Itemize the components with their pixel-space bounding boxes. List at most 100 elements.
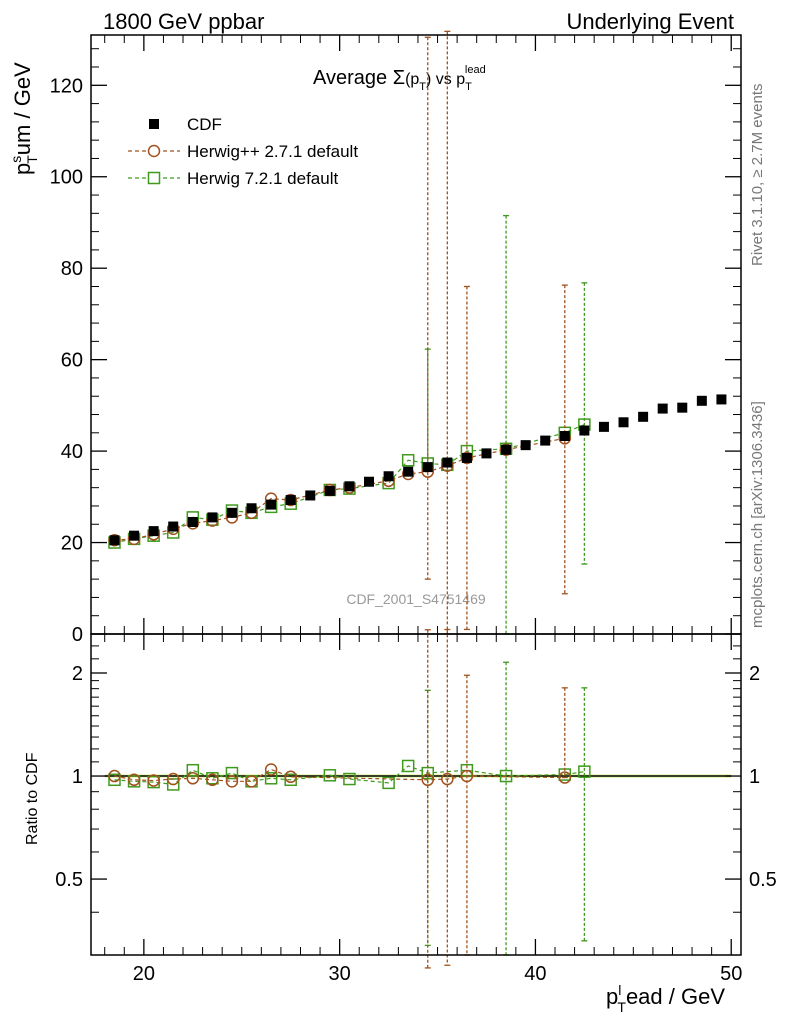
data-point-cdf xyxy=(677,402,688,413)
data-point-herwigpp xyxy=(147,774,160,787)
data-point-herwigpp xyxy=(460,451,474,465)
data-point-herwig7 xyxy=(382,776,395,790)
x-tick-label: 30 xyxy=(329,963,351,985)
y-tick-label: 120 xyxy=(50,75,83,97)
data-point-cdf xyxy=(579,425,590,436)
data-point-herwigpp xyxy=(264,763,278,776)
ratio-data-series xyxy=(108,628,591,969)
data-point-cdf xyxy=(657,403,668,414)
data-point-cdf xyxy=(148,526,159,537)
ratio-y-tick-label: 1 xyxy=(72,766,83,788)
data-point-cdf xyxy=(422,462,433,473)
data-point-cdf xyxy=(383,471,394,482)
ratio-axis-ticks: 0.5 0.5 1 1 2 2 20 30 40 50 xyxy=(55,634,777,985)
ratio-y-tick-label: 0.5 xyxy=(55,869,83,891)
data-point-cdf xyxy=(598,421,609,432)
data-point-herwigpp xyxy=(186,772,200,785)
y-tick-label: 40 xyxy=(61,441,83,463)
data-point-cdf xyxy=(618,417,629,428)
data-point-cdf xyxy=(716,394,727,405)
data-point-herwigpp xyxy=(441,772,454,786)
data-point-herwig7 xyxy=(186,763,200,777)
data-point-cdf xyxy=(481,448,492,459)
data-point-cdf xyxy=(344,481,355,492)
ratio-y-axis-label: Ratio to CDF xyxy=(24,752,41,845)
x-tick-label: 20 xyxy=(133,963,155,985)
legend-marker-herwig7 xyxy=(147,171,161,185)
data-point-herwig7 xyxy=(578,765,591,778)
legend-entry: CDF xyxy=(149,115,222,134)
data-point-cdf xyxy=(109,535,120,546)
legend-marker-cdf xyxy=(149,119,159,129)
analysis-watermark: CDF_2001_S4751469 xyxy=(346,591,486,607)
data-point-cdf xyxy=(305,490,316,501)
data-point-herwig7 xyxy=(323,769,337,782)
legend-label: Herwig 7.2.1 default xyxy=(187,169,338,188)
data-point-herwigpp xyxy=(284,770,297,784)
data-point-cdf xyxy=(226,507,237,518)
y-tick-label: 60 xyxy=(61,350,83,372)
legend-entry: Herwig++ 2.7.1 default xyxy=(128,142,358,161)
data-point-cdf xyxy=(696,395,707,406)
legend-entry: Herwig 7.2.1 default xyxy=(128,169,338,188)
data-point-herwigpp xyxy=(127,773,141,787)
y-tick-label: 20 xyxy=(61,533,83,555)
data-point-herwig7 xyxy=(401,759,415,773)
legend-label: CDF xyxy=(187,115,222,134)
data-point-cdf xyxy=(168,521,179,532)
ratio-y-tick-label-right: 0.5 xyxy=(749,869,777,891)
header-right-label: Underlying Event xyxy=(566,9,734,34)
data-point-cdf xyxy=(207,512,218,523)
x-tick-label: 50 xyxy=(720,963,742,985)
data-point-herwig7 xyxy=(343,772,356,786)
data-point-herwig7 xyxy=(284,773,297,787)
data-point-cdf xyxy=(540,435,551,446)
series-herwig-7-2-1-default xyxy=(108,214,591,635)
series-herwig-7-2-1-default xyxy=(108,661,591,956)
data-point-cdf xyxy=(638,411,649,422)
data-point-herwigpp xyxy=(206,773,219,787)
data-point-herwigpp xyxy=(284,493,297,507)
data-point-herwigpp xyxy=(499,443,513,456)
data-point-cdf xyxy=(501,444,512,455)
plot-title: Average Σ(pT) vs pTlead xyxy=(313,64,486,93)
data-point-herwig7 xyxy=(108,773,121,787)
data-point-cdf xyxy=(403,466,414,477)
data-point-herwig7 xyxy=(225,766,239,780)
mcplots-side-label: mcplots.cern.ch [arXiv:1306.3436] xyxy=(749,401,766,628)
data-point-cdf xyxy=(266,499,277,510)
x-axis-label: pl Tead / GeV xyxy=(606,982,725,1015)
data-point-cdf xyxy=(520,440,531,451)
data-point-cdf xyxy=(187,516,198,527)
data-point-herwigpp xyxy=(108,534,121,547)
data-point-herwig7 xyxy=(264,772,278,785)
main-y-axis-label: psTum / GeV xyxy=(8,62,40,175)
series-herwig-2-7-1-default xyxy=(108,628,572,969)
data-point-herwigpp xyxy=(421,773,434,787)
data-point-herwigpp xyxy=(558,771,572,784)
data-point-herwigpp xyxy=(166,772,180,786)
main-axis-ticks: 0 20 40 60 80 100 120 xyxy=(50,35,741,646)
y-tick-label: 80 xyxy=(61,258,83,280)
legend: CDF Herwig++ 2.7.1 default Herwig 7.2.1 de… xyxy=(128,115,358,188)
y-tick-label: 100 xyxy=(50,167,83,189)
data-point-cdf xyxy=(246,503,257,514)
legend-marker-herwigpp xyxy=(147,144,161,158)
ratio-plot-frame xyxy=(90,633,742,956)
series-line xyxy=(114,768,565,782)
series-herwig-2-7-1-default xyxy=(108,30,572,635)
data-point-cdf xyxy=(364,476,375,487)
ratio-y-tick-label-right: 1 xyxy=(749,766,760,788)
x-tick-label: 40 xyxy=(524,963,546,985)
ratio-y-tick-label: 2 xyxy=(72,663,83,685)
ratio-y-tick-label-right: 2 xyxy=(749,663,760,685)
legend-label: Herwig++ 2.7.1 default xyxy=(187,142,358,161)
data-point-herwigpp xyxy=(245,775,258,788)
data-point-herwigpp xyxy=(460,769,474,783)
data-point-cdf xyxy=(129,530,140,541)
series-cdf xyxy=(109,394,727,546)
data-point-cdf xyxy=(461,452,472,463)
data-point-herwigpp xyxy=(225,775,239,788)
header-left-label: 1800 GeV ppbar xyxy=(103,9,264,34)
